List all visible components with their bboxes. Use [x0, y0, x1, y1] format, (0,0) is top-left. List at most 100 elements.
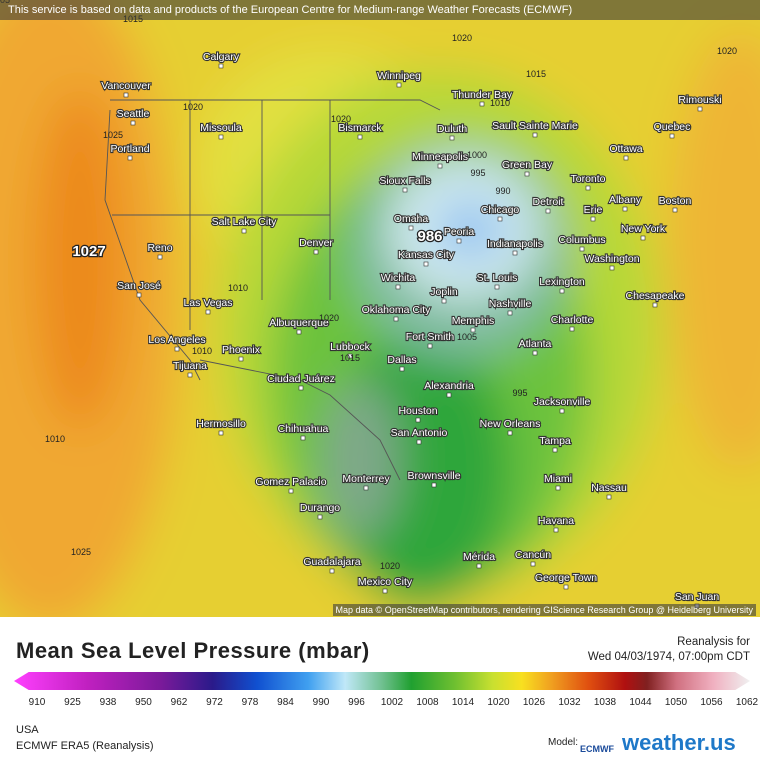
colorbar-tick: 1014 [451, 697, 475, 708]
colorbar-tick: 925 [64, 697, 81, 708]
city-label: Tijuana [173, 360, 207, 372]
city-label: Minneapolis [412, 151, 468, 163]
colorbar-tick: 950 [135, 697, 152, 708]
city-marker [399, 366, 405, 372]
colorbar-tick: 978 [241, 697, 259, 708]
city-label: Duluth [437, 123, 468, 135]
city-label: Albuquerque [269, 317, 329, 329]
city-label: Charlotte [551, 314, 594, 326]
isobar-label: 1020 [183, 102, 203, 112]
isobar-label: 1020 [319, 313, 339, 323]
colorbar-tick: 1056 [700, 697, 723, 708]
city-marker [218, 63, 224, 69]
city-marker [393, 316, 399, 322]
city-label: Quebec [654, 121, 691, 133]
city-marker [241, 228, 247, 234]
model: ECMWF ERA5 (Reanalysis) [16, 740, 154, 752]
city-label: Lexington [539, 276, 585, 288]
city-label: Joplin [430, 286, 458, 298]
city-marker [396, 82, 402, 88]
city-label: Oklahoma City [362, 304, 432, 316]
city-marker [552, 447, 558, 453]
city-marker [532, 350, 538, 356]
colorbar-tick: 938 [99, 697, 117, 708]
colorbar-tick: 1020 [487, 697, 510, 708]
city-marker [559, 288, 565, 294]
city-marker [187, 372, 193, 378]
city-label: Portland [110, 143, 149, 155]
city-marker [300, 435, 306, 441]
city-label: Thunder Bay [452, 89, 513, 101]
city-marker [437, 163, 443, 169]
city-label: Miami [544, 473, 572, 485]
city-label: St. Louis [477, 272, 518, 284]
city-label: Vancouver [101, 80, 151, 92]
city-label: Sault Sainte Marie [492, 120, 578, 132]
colorbar-tick: 1026 [522, 697, 546, 708]
city-label: Mérida [463, 551, 495, 563]
city-label: Denver [299, 237, 333, 249]
colorbar-tick: 1062 [735, 697, 759, 708]
city-marker [423, 261, 429, 267]
city-label: Jacksonville [534, 396, 591, 408]
city-marker [123, 92, 129, 98]
city-marker [507, 430, 513, 436]
city-marker [697, 106, 703, 112]
isobar-label: 1010 [45, 434, 65, 444]
isobar-label: 1005 [457, 332, 477, 342]
city-label: Omaha [394, 213, 429, 225]
city-marker [427, 343, 433, 349]
city-label: Bismarck [338, 122, 382, 134]
city-marker [395, 284, 401, 290]
city-marker [357, 134, 363, 140]
city-marker [446, 392, 452, 398]
city-marker [127, 155, 133, 161]
city-marker [555, 485, 561, 491]
city-marker [363, 485, 369, 491]
city-label: Monterrey [342, 473, 390, 485]
city-label: Columbus [558, 234, 605, 246]
city-marker [672, 207, 678, 213]
isobar-label: 1020 [331, 114, 351, 124]
city-label: Hermosillo [196, 418, 246, 430]
city-label: Toronto [570, 173, 605, 185]
city-label: Atlanta [519, 338, 552, 350]
isobar-label: 1015 [526, 69, 546, 79]
model-label: Model: [548, 737, 579, 748]
city-label: Memphis [452, 315, 495, 327]
valid-label: Reanalysis for [677, 636, 750, 648]
model-logo: ECMWF [580, 744, 614, 754]
city-label: Dallas [387, 354, 416, 366]
city-label: Erie [584, 204, 603, 216]
isobar-label: 1020 [380, 561, 400, 571]
city-marker [347, 353, 353, 359]
city-label: Washington [584, 253, 639, 265]
city-marker [609, 265, 615, 271]
colorbar-tick: 910 [28, 697, 46, 708]
city-marker [157, 254, 163, 260]
city-marker [497, 216, 503, 222]
city-label: Los Angeles [148, 334, 205, 346]
city-label: Guadalajara [303, 556, 360, 568]
city-label: Rimouski [678, 94, 721, 106]
city-label: Wichita [381, 272, 416, 284]
city-marker [606, 494, 612, 500]
city-label: Nassau [591, 482, 627, 494]
city-marker [545, 208, 551, 214]
isobar-label: 1010 [228, 283, 248, 293]
brand[interactable]: weather.us [622, 730, 736, 755]
city-marker [402, 187, 408, 193]
city-marker [585, 185, 591, 191]
city-marker [288, 488, 294, 494]
city-label: Havana [538, 515, 574, 527]
city-marker [416, 439, 422, 445]
city-label: Chesapeake [626, 290, 685, 302]
city-label: Fort Smith [406, 331, 455, 343]
city-label: New York [621, 223, 666, 235]
colorbar-tick: 1044 [629, 697, 652, 708]
city-label: Chihuahua [278, 423, 329, 435]
city-marker [512, 250, 518, 256]
city-label: Winnipeg [377, 70, 421, 82]
city-label: Mexico City [358, 576, 413, 588]
city-label: Las Vegas [183, 297, 232, 309]
